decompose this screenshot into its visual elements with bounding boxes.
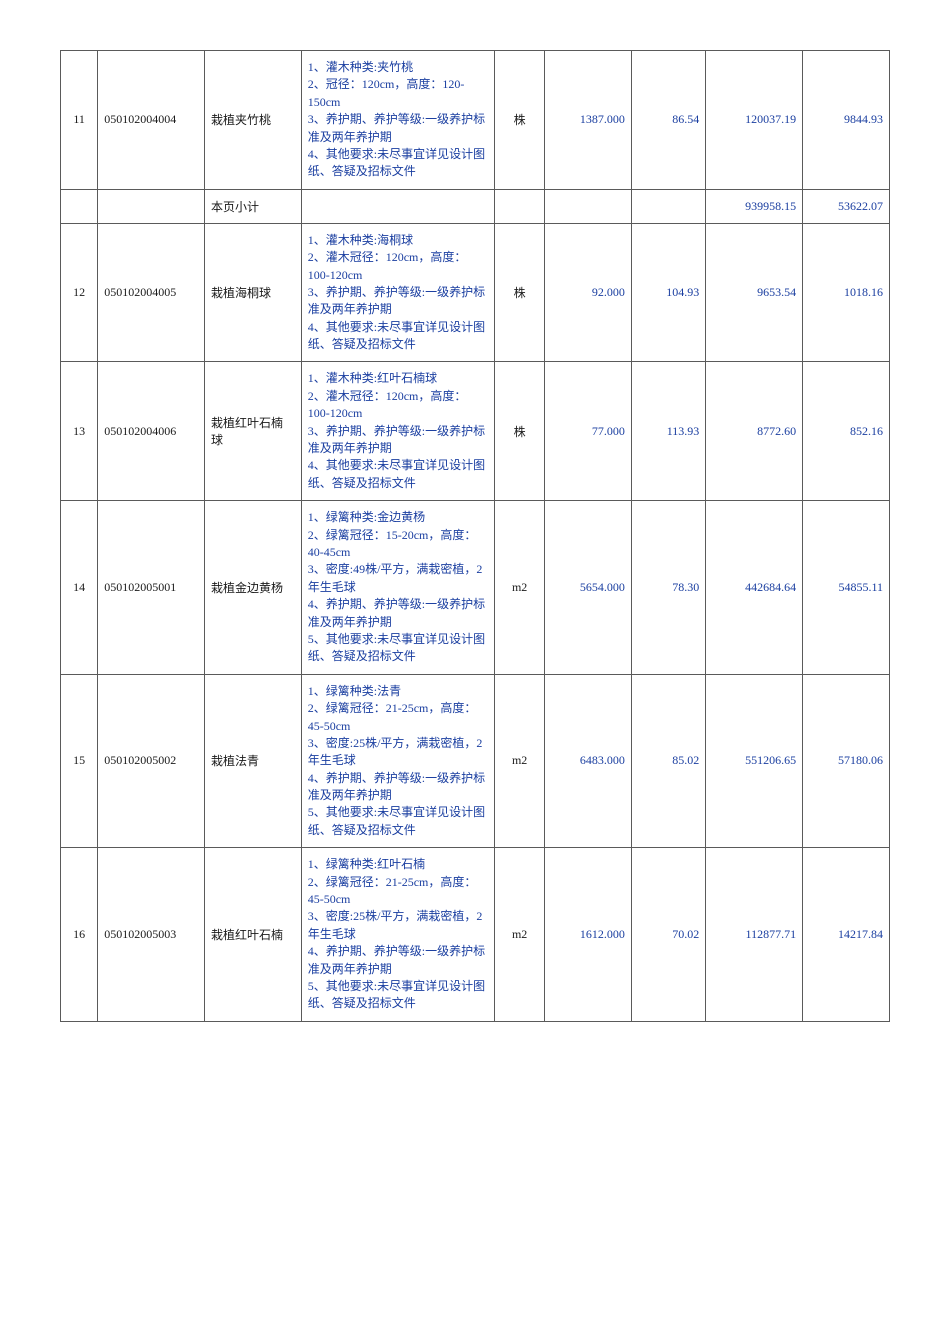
- cell-name: 栽植夹竹桃: [204, 51, 301, 190]
- cell-total: 8772.60: [706, 362, 803, 501]
- cell-name: 栽植法青: [204, 674, 301, 848]
- cell-desc: 1、灌木种类:夹竹桃2、冠径：120cm，高度：120-150cm3、养护期、养…: [301, 51, 495, 190]
- cell-qty: 5654.000: [544, 501, 631, 675]
- cell-total: 551206.65: [706, 674, 803, 848]
- cell-unit: 株: [495, 51, 545, 190]
- table-row: 16050102005003栽植红叶石楠1、绿篱种类:红叶石楠2、绿篱冠径：21…: [61, 848, 890, 1022]
- cell-unit: 株: [495, 362, 545, 501]
- cell-ext: 57180.06: [803, 674, 890, 848]
- cell-qty: 1387.000: [544, 51, 631, 190]
- cell-desc: 1、灌木种类:红叶石楠球2、灌木冠径：120cm，高度：100-120cm3、养…: [301, 362, 495, 501]
- cell-name: 栽植红叶石楠: [204, 848, 301, 1022]
- cell-name: 栽植红叶石楠球: [204, 362, 301, 501]
- cell-qty: 6483.000: [544, 674, 631, 848]
- cell-code: 050102005001: [98, 501, 205, 675]
- cell-name: 栽植金边黄杨: [204, 501, 301, 675]
- cell-code: [98, 189, 205, 223]
- cell-qty: 77.000: [544, 362, 631, 501]
- cell-seq: 16: [61, 848, 98, 1022]
- table-row: 14050102005001栽植金边黄杨1、绿篱种类:金边黄杨2、绿篱冠径：15…: [61, 501, 890, 675]
- cell-price: 85.02: [631, 674, 705, 848]
- cell-unit: m2: [495, 848, 545, 1022]
- cell-qty: [544, 189, 631, 223]
- cell-desc: 1、灌木种类:海桐球2、灌木冠径：120cm，高度：100-120cm3、养护期…: [301, 223, 495, 362]
- cell-unit: m2: [495, 674, 545, 848]
- cell-seq: 15: [61, 674, 98, 848]
- cell-total: 120037.19: [706, 51, 803, 190]
- cell-ext: 1018.16: [803, 223, 890, 362]
- cell-code: 050102004004: [98, 51, 205, 190]
- table-row: 12050102004005栽植海桐球1、灌木种类:海桐球2、灌木冠径：120c…: [61, 223, 890, 362]
- cell-price: [631, 189, 705, 223]
- cell-unit: [495, 189, 545, 223]
- cell-price: 113.93: [631, 362, 705, 501]
- cell-ext: 14217.84: [803, 848, 890, 1022]
- boq-table: 11050102004004栽植夹竹桃1、灌木种类:夹竹桃2、冠径：120cm，…: [60, 50, 890, 1022]
- subtotal-row: 本页小计 939958.1553622.07: [61, 189, 890, 223]
- cell-seq: 14: [61, 501, 98, 675]
- cell-ext: 54855.11: [803, 501, 890, 675]
- cell-name: 栽植海桐球: [204, 223, 301, 362]
- cell-price: 78.30: [631, 501, 705, 675]
- cell-qty: 1612.000: [544, 848, 631, 1022]
- table-row: 11050102004004栽植夹竹桃1、灌木种类:夹竹桃2、冠径：120cm，…: [61, 51, 890, 190]
- cell-subtotal-total: 939958.15: [706, 189, 803, 223]
- cell-price: 86.54: [631, 51, 705, 190]
- table-row: 15050102005002栽植法青1、绿篱种类:法青2、绿篱冠径：21-25c…: [61, 674, 890, 848]
- cell-code: 050102005002: [98, 674, 205, 848]
- cell-seq: 12: [61, 223, 98, 362]
- cell-total: 112877.71: [706, 848, 803, 1022]
- cell-desc: 1、绿篱种类:金边黄杨2、绿篱冠径：15-20cm，高度：40-45cm3、密度…: [301, 501, 495, 675]
- cell-desc: [301, 189, 495, 223]
- cell-total: 442684.64: [706, 501, 803, 675]
- cell-unit: 株: [495, 223, 545, 362]
- table-row: 13050102004006栽植红叶石楠球1、灌木种类:红叶石楠球2、灌木冠径：…: [61, 362, 890, 501]
- cell-price: 70.02: [631, 848, 705, 1022]
- cell-qty: 92.000: [544, 223, 631, 362]
- cell-ext: 9844.93: [803, 51, 890, 190]
- cell-subtotal-label: 本页小计: [204, 189, 301, 223]
- cell-ext: 852.16: [803, 362, 890, 501]
- cell-seq: 11: [61, 51, 98, 190]
- cell-code: 050102004006: [98, 362, 205, 501]
- cell-code: 050102005003: [98, 848, 205, 1022]
- cell-desc: 1、绿篱种类:法青2、绿篱冠径：21-25cm，高度：45-50cm3、密度:2…: [301, 674, 495, 848]
- cell-total: 9653.54: [706, 223, 803, 362]
- cell-seq: 13: [61, 362, 98, 501]
- cell-seq: [61, 189, 98, 223]
- cell-subtotal-ext: 53622.07: [803, 189, 890, 223]
- cell-unit: m2: [495, 501, 545, 675]
- cell-code: 050102004005: [98, 223, 205, 362]
- cell-price: 104.93: [631, 223, 705, 362]
- cell-desc: 1、绿篱种类:红叶石楠2、绿篱冠径：21-25cm，高度：45-50cm3、密度…: [301, 848, 495, 1022]
